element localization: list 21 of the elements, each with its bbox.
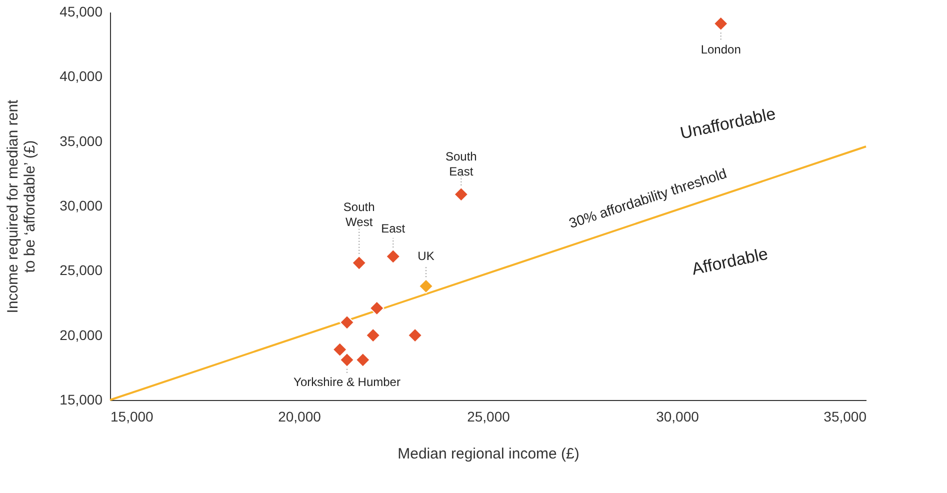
y-tick-label: 20,000 — [60, 326, 103, 343]
y-tick-label: 40,000 — [60, 68, 103, 84]
x-tick-label: 35,000 — [824, 408, 867, 424]
x-tick-label: 15,000 — [110, 408, 154, 424]
x-tick-label: 25,000 — [467, 408, 510, 424]
y-tick-label: 45,000 — [60, 4, 103, 20]
annotation: South East — [445, 149, 477, 178]
x-tick-label: 20,000 — [278, 408, 322, 424]
annotation: UK — [418, 249, 434, 264]
annotation: London — [700, 42, 741, 57]
annotation: East — [381, 221, 406, 236]
y-tick-label: 15,000 — [60, 392, 103, 408]
x-tick-label: 30,000 — [656, 408, 700, 424]
annotation: Affordable — [690, 244, 770, 279]
y-axis-title: Income required for median rent to be ‘affordable’ (£) — [4, 98, 39, 314]
y-tick-label: 25,000 — [60, 262, 103, 278]
annotation: South West — [343, 200, 375, 229]
annotation: Yorkshire & Humber — [294, 374, 400, 389]
x-axis-title: Median regional income (£) — [398, 446, 580, 462]
y-tick-label: 35,000 — [60, 132, 103, 149]
y-tick-label: 30,000 — [60, 198, 103, 214]
